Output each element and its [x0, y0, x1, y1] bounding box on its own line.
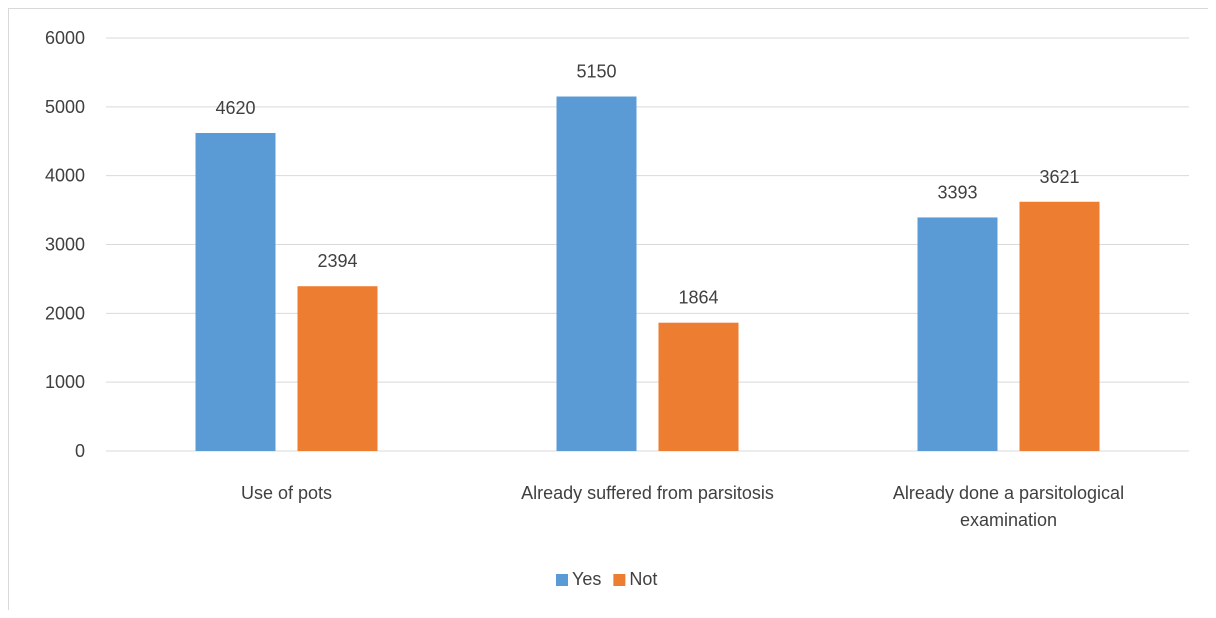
data-label: 3621: [1039, 167, 1079, 187]
bar-not-0: [297, 286, 378, 451]
y-axis-tick-labels: 0 1000 2000 3000 4000 5000 6000: [45, 28, 85, 461]
y-tick-label: 1000: [45, 372, 85, 392]
bar-yes-0: [195, 132, 276, 452]
x-category-label: Use of pots: [241, 483, 332, 503]
x-category-label: examination: [960, 510, 1057, 530]
data-label: 1864: [678, 288, 718, 308]
x-category-label: Already suffered from parsitosis: [521, 483, 774, 503]
chart-frame: [8, 8, 1208, 610]
y-tick-label: 6000: [45, 28, 85, 48]
data-labels: 4620 2394 5150 1864 3393 3621: [215, 62, 1079, 308]
data-label: 2394: [317, 251, 357, 271]
data-label: 4620: [215, 98, 255, 118]
legend-label-not: Not: [629, 569, 657, 589]
bar-not-1: [658, 322, 739, 451]
x-axis-category-labels: Use of pots Already suffered from parsito…: [241, 483, 1124, 530]
legend-label-yes: Yes: [572, 569, 601, 589]
y-tick-label: 5000: [45, 97, 85, 117]
x-category-label: Already done a parsitological: [893, 483, 1124, 503]
y-tick-label: 4000: [45, 166, 85, 186]
data-label: 3393: [937, 182, 977, 202]
y-tick-label: 2000: [45, 303, 85, 323]
y-tick-label: 3000: [45, 235, 85, 255]
gridlines: [106, 37, 1189, 452]
legend-swatch-yes: [556, 574, 568, 586]
bar-yes-1: [556, 96, 637, 451]
y-tick-label: 0: [75, 441, 85, 461]
bar-not-2: [1019, 201, 1100, 451]
bars: [195, 96, 1100, 452]
data-label: 5150: [576, 62, 616, 82]
legend-swatch-not: [613, 574, 626, 586]
legend: Yes Not: [556, 569, 657, 589]
bar-yes-2: [917, 217, 998, 451]
